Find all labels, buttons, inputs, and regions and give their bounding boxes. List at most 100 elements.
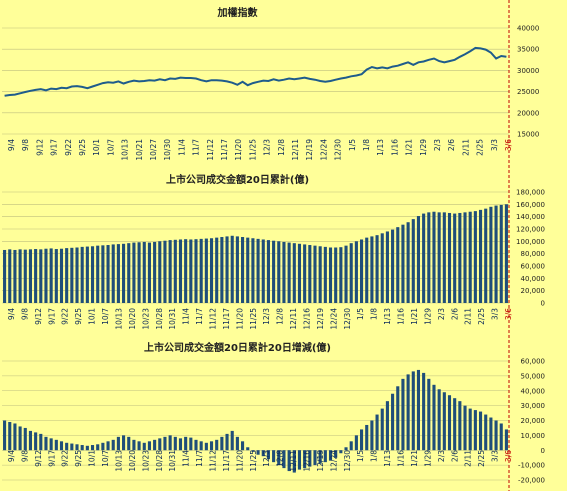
x-tick-label: 9/4 xyxy=(7,308,16,320)
bar xyxy=(349,441,353,451)
x-tick-label: 9/22 xyxy=(61,450,70,467)
x-tick-label: 10/1 xyxy=(92,139,101,156)
bar xyxy=(266,240,270,303)
bar xyxy=(354,435,358,451)
bar xyxy=(111,244,115,303)
y-tick-label: 10,000 xyxy=(521,432,546,440)
bar xyxy=(272,240,276,303)
bar xyxy=(8,249,12,303)
y-tick-label: 20,000 xyxy=(521,287,546,295)
bar xyxy=(132,439,136,451)
bar xyxy=(256,238,260,303)
x-tick-label: 9/17 xyxy=(47,308,56,325)
y-tick-label: 100,000 xyxy=(516,238,545,246)
bar xyxy=(360,429,364,451)
bar xyxy=(323,450,327,463)
y-tick-label: 40000 xyxy=(517,25,539,33)
bar xyxy=(308,450,312,467)
x-tick-label: 10/7 xyxy=(106,139,115,156)
bar xyxy=(204,442,208,451)
y-tick-label: 50,000 xyxy=(521,372,546,380)
bar xyxy=(266,450,270,460)
bar xyxy=(251,238,255,303)
x-tick-label: 11/7 xyxy=(195,450,204,467)
bar xyxy=(13,423,17,451)
bar xyxy=(75,444,79,451)
bar xyxy=(173,239,177,303)
bar xyxy=(39,433,43,451)
bar xyxy=(385,401,389,451)
bar xyxy=(406,222,410,303)
x-tick-label: 10/20 xyxy=(128,450,137,472)
bar xyxy=(494,420,498,451)
bar xyxy=(287,242,291,303)
bar xyxy=(220,237,224,303)
bar xyxy=(23,427,27,451)
bar xyxy=(80,445,84,451)
bar xyxy=(442,392,446,451)
x-tick-label: 9/25 xyxy=(74,308,83,325)
bar xyxy=(54,439,58,451)
bar xyxy=(261,239,265,303)
x-tick-label: 1/8 xyxy=(370,450,379,462)
bar xyxy=(106,245,110,303)
bar xyxy=(246,447,250,451)
bar xyxy=(18,249,22,303)
x-tick-label: 9/17 xyxy=(47,450,56,467)
bar xyxy=(297,243,302,303)
bar xyxy=(478,209,483,303)
x-tick-label: 12/30 xyxy=(343,450,352,472)
y-tick-label: -20,000 xyxy=(518,477,545,485)
bar xyxy=(287,450,291,472)
bar xyxy=(416,216,421,303)
bar xyxy=(484,208,488,303)
x-tick-label: 11/17 xyxy=(220,139,229,161)
bar xyxy=(499,423,503,451)
bar xyxy=(396,227,400,303)
bar xyxy=(473,211,477,303)
x-tick-label: 1/5 xyxy=(356,308,365,320)
bar xyxy=(277,450,281,466)
x-tick-label: 9/12 xyxy=(34,450,43,467)
x-tick-label: 10/23 xyxy=(141,450,150,472)
x-tick-label: 12/8 xyxy=(277,139,286,156)
x-tick-label: 10/1 xyxy=(88,450,97,467)
x-tick-label: 10/23 xyxy=(141,308,150,330)
x-tick-label: 11/4 xyxy=(182,308,191,325)
y-tick-label: 140,000 xyxy=(516,213,545,221)
x-tick-label: 12/3 xyxy=(263,139,272,156)
bar xyxy=(44,436,48,451)
bar xyxy=(225,236,229,303)
bar xyxy=(489,206,493,303)
bar xyxy=(277,241,281,303)
bar xyxy=(199,441,203,451)
x-tick-label: 1/16 xyxy=(397,308,406,325)
x-tick-label: 2/6 xyxy=(450,450,459,462)
bar xyxy=(215,237,219,303)
bar xyxy=(427,212,431,303)
x-tick-label: 12/19 xyxy=(316,450,325,472)
y-tick-label: -10,000 xyxy=(518,462,545,470)
bar xyxy=(458,401,462,451)
x-tick-label: 9/22 xyxy=(64,139,73,156)
bar xyxy=(8,421,12,451)
x-tick-label: 1/5 xyxy=(348,139,357,151)
x-tick-label: 12/30 xyxy=(334,139,343,161)
x-tick-label: 10/7 xyxy=(101,450,110,467)
x-tick-label: 9/25 xyxy=(74,450,83,467)
bar xyxy=(437,212,441,303)
x-tick-label: 9/8 xyxy=(21,139,30,151)
x-tick-label: 12/24 xyxy=(319,139,328,161)
x-tick-label: 11/12 xyxy=(206,139,215,161)
x-tick-label: 2/3 xyxy=(437,308,446,320)
y-tick-label: 30,000 xyxy=(521,402,546,410)
bar xyxy=(292,450,296,473)
y-tick-label: 20,000 xyxy=(521,417,546,425)
bar xyxy=(127,243,131,303)
bar xyxy=(189,437,193,451)
bar xyxy=(344,245,348,303)
bar xyxy=(375,414,379,451)
x-tick-label: 12/11 xyxy=(291,139,300,161)
turnover-chart-title: 上市公司成交金額20日累計(億) xyxy=(166,173,309,186)
